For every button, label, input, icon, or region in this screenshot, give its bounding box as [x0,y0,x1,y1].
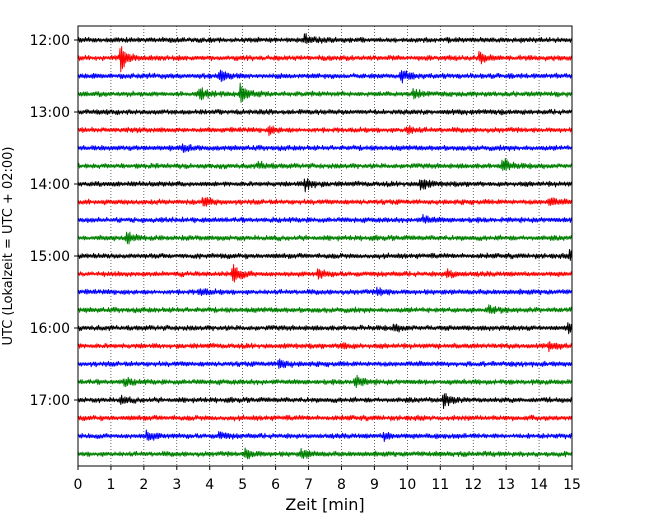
x-tick-label: 8 [337,477,346,493]
x-tick-label: 9 [370,477,379,493]
seismogram-trace [77,447,573,460]
seismogram-trace [77,124,573,137]
seismogram-trace [77,248,573,261]
seismogram-trace [77,231,573,245]
y-axis: 12:00 13:00 14:00 15:00 16:00 17:00 [30,33,78,409]
seismogram-trace [77,178,573,193]
y-tick-label: 14:00 [30,177,70,193]
y-tick-label: 16:00 [30,321,70,337]
seismogram-trace [77,213,573,224]
y-tick-label: 12:00 [30,33,70,49]
y-tick-label: 17:00 [30,393,70,409]
trace-group [77,32,573,460]
seismogram-trace [77,304,573,315]
seismogram-trace [77,322,573,335]
seismogram-trace [77,46,573,73]
seismogram-trace [77,429,573,442]
seismogram-trace [77,69,573,84]
seismogram-trace [77,341,573,353]
seismogram-trace [77,374,573,389]
y-axis-label: UTC (Lokalzeit = UTC + 02:00) [1,147,16,346]
x-tick-label: 4 [205,477,214,493]
x-axis-label: Zeit [min] [285,495,364,514]
seismogram-trace [77,158,573,172]
x-tick-label: 11 [431,477,449,493]
seismogram-trace [77,264,573,283]
seismogram-trace [77,32,573,44]
x-tick-label: 14 [530,477,548,493]
seismogram-trace [77,82,573,103]
y-tick-label: 15:00 [30,249,70,265]
x-tick-label: 2 [139,477,148,493]
plot-frame [77,25,573,467]
seismogram-trace [77,358,573,369]
x-tick-label: 12 [464,477,482,493]
grid-lines [110,26,540,466]
x-tick-label: 5 [238,477,247,493]
y-tick-label: 13:00 [30,105,70,121]
x-tick-label: 1 [106,477,115,493]
seismogram-trace [77,143,573,153]
x-tick-label: 0 [74,477,83,493]
seismogram-trace [77,108,573,116]
seismogram-trace [77,286,573,297]
x-axis: 0 1 2 3 4 5 6 7 8 9 10 11 12 13 14 15 [74,466,581,493]
seismogram-trace [77,196,573,207]
seismogram-trace [77,414,573,422]
x-tick-label: 10 [398,477,416,493]
x-tick-label: 13 [497,477,515,493]
x-tick-label: 7 [304,477,313,493]
x-tick-label: 15 [563,477,581,493]
seismogram-trace [77,392,573,409]
x-tick-label: 3 [172,477,181,493]
x-tick-label: 6 [271,477,280,493]
